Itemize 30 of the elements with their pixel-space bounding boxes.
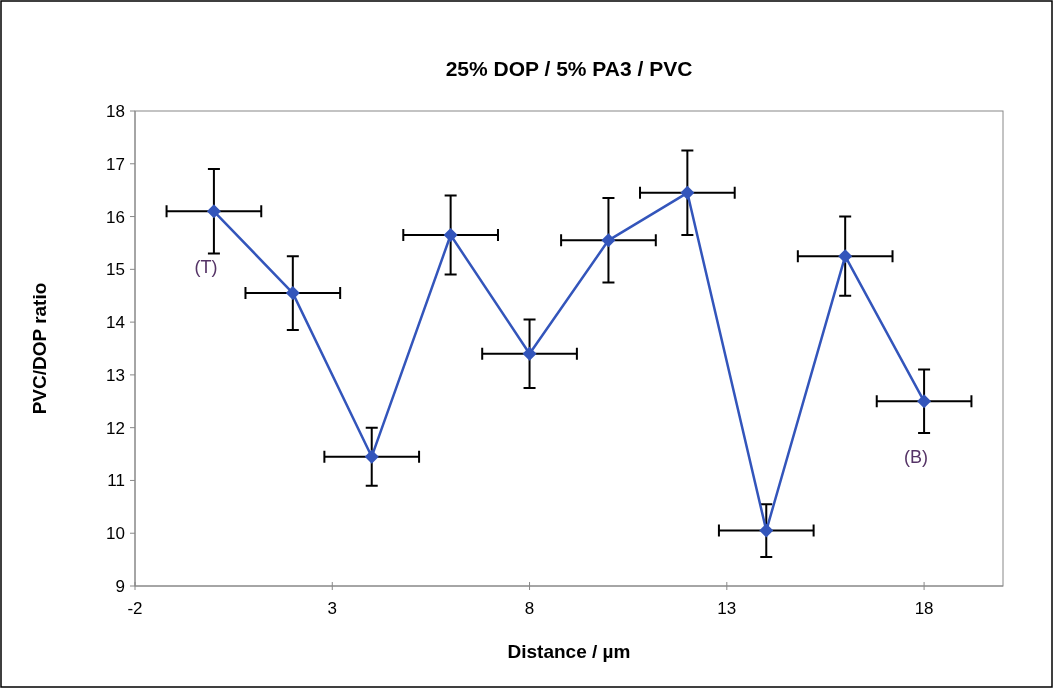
point — [838, 249, 853, 264]
x-tick-label: 18 — [914, 599, 934, 618]
x-tick-label: 3 — [327, 599, 338, 618]
y-tick-label: 10 — [106, 524, 125, 544]
x-tick-label: 8 — [524, 599, 535, 618]
point — [601, 233, 616, 248]
y-tick-label: 14 — [106, 313, 125, 333]
x-tick-label: -2 — [127, 599, 143, 618]
chart-title: 25% DOP / 5% PA3 / PVC — [445, 57, 693, 80]
y-tick-label: 11 — [107, 471, 125, 491]
point — [364, 449, 379, 464]
point — [917, 394, 932, 409]
y-tick-label: 16 — [106, 207, 125, 227]
y-tick-label: 12 — [106, 418, 125, 438]
annotation: (B) — [904, 447, 929, 468]
y-tick-label: 17 — [106, 154, 125, 174]
y-tick-label: 13 — [106, 365, 125, 385]
x-tick-label: 13 — [717, 599, 737, 618]
point — [206, 204, 221, 219]
point — [759, 523, 774, 538]
point — [285, 286, 300, 301]
y-tick-label: 18 — [106, 102, 125, 121]
y-tick-label: 9 — [115, 577, 125, 596]
x-axis-title: Distance / µm — [507, 641, 631, 662]
point — [680, 185, 695, 200]
point — [443, 228, 458, 243]
y-tick-label: 15 — [106, 260, 125, 280]
annotation: (T) — [194, 257, 218, 278]
y-axis-title: PVC/DOP ratio — [29, 282, 50, 415]
point — [522, 346, 537, 361]
